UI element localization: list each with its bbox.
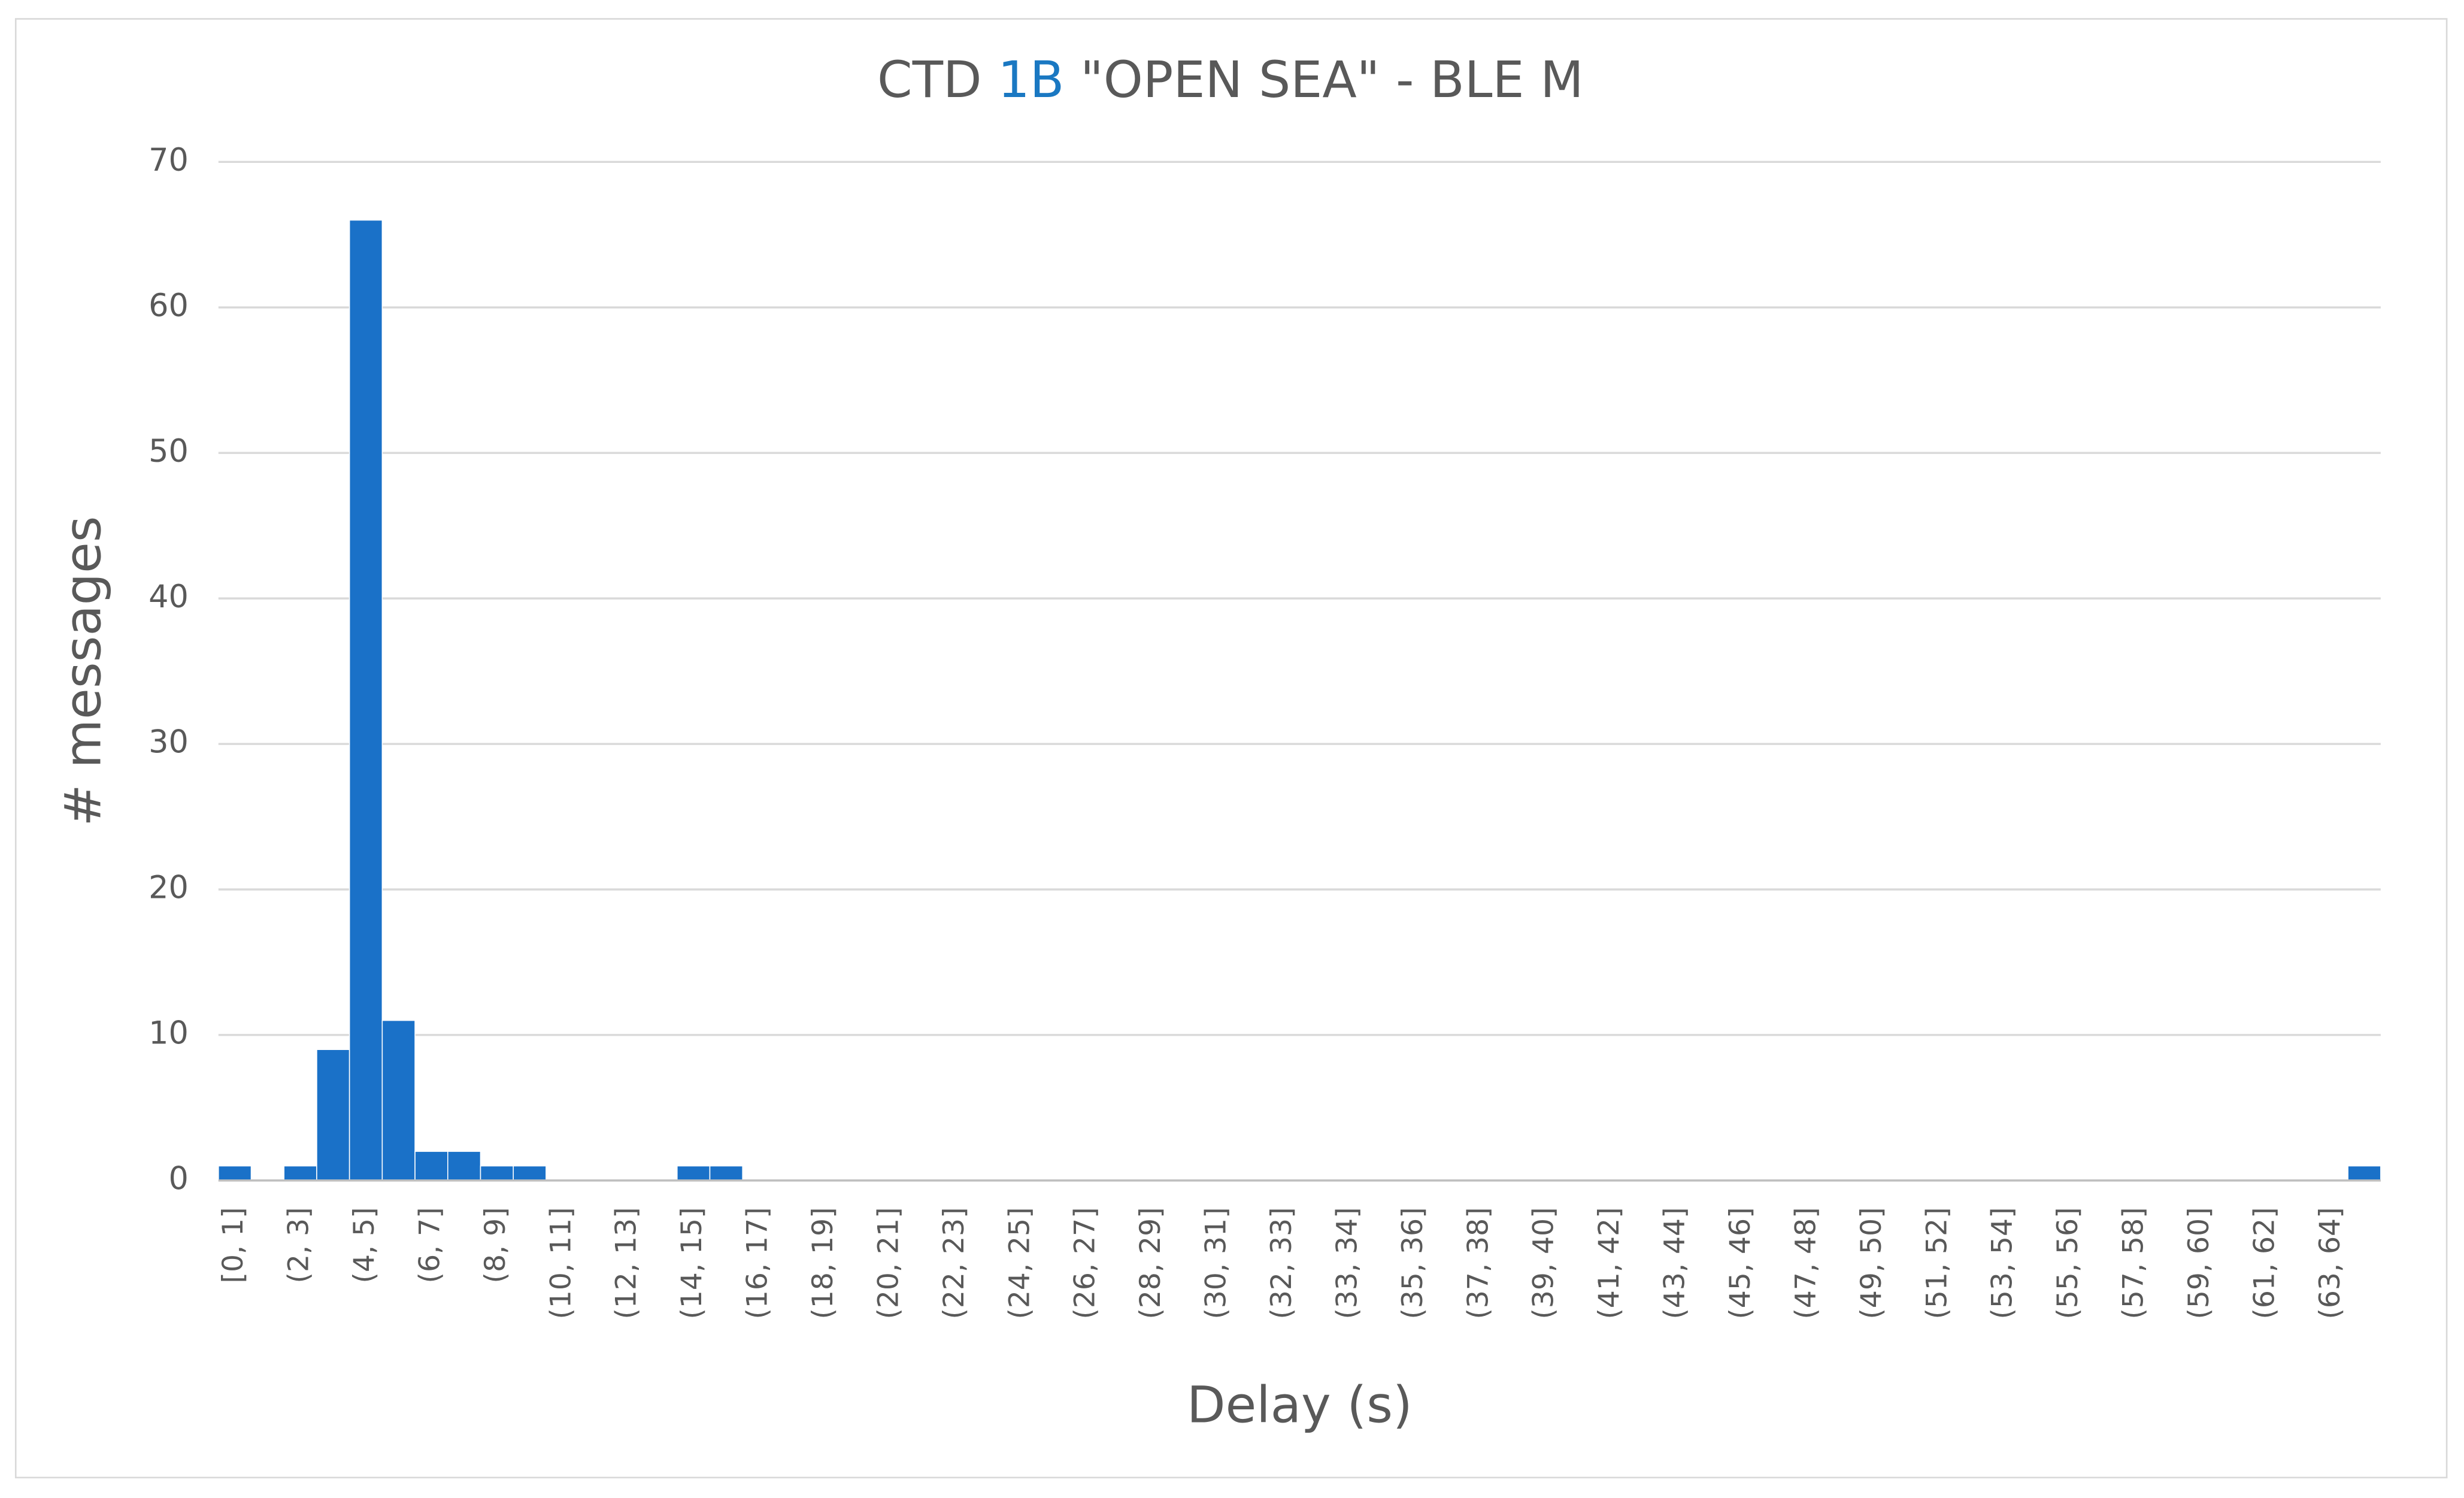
x-tick-label: (57, 58] (2117, 1207, 2150, 1319)
x-tick-label: (28, 29] (1134, 1207, 1167, 1319)
x-tick-label: (35, 36] (1396, 1207, 1429, 1319)
x-tick-label: (51, 52] (1920, 1207, 1953, 1319)
x-tick-label: (24, 25] (1003, 1207, 1036, 1319)
x-tick-label: (49, 50] (1855, 1207, 1888, 1319)
x-tick-label: (2, 3] (283, 1207, 316, 1283)
y-tick-label: 50 (148, 433, 189, 470)
x-tick-label: (47, 48] (1789, 1207, 1822, 1319)
x-tick-label: (41, 42] (1593, 1207, 1626, 1319)
bar (447, 1151, 481, 1181)
x-tick-label: (20, 21] (872, 1207, 905, 1319)
chart-title: CTD 1B "OPEN SEA" - BLE M (877, 50, 1584, 109)
bar (283, 1165, 317, 1181)
title-highlight: 1B (998, 50, 1064, 109)
bar (381, 1019, 416, 1181)
x-tick-label: (33, 34] (1331, 1207, 1363, 1319)
x-tick-label: (10, 11] (544, 1207, 577, 1319)
y-tick-label: 20 (148, 870, 189, 906)
chart-frame (14, 18, 2448, 1479)
x-tick-label: (53, 54] (1986, 1207, 2019, 1319)
x-tick-label: (4, 5] (348, 1207, 381, 1283)
x-tick-label: (18, 19] (807, 1207, 839, 1319)
x-tick-label: (14, 15] (675, 1207, 708, 1319)
x-tick-label: (22, 23] (938, 1207, 971, 1319)
x-tick-label: (12, 13] (610, 1207, 643, 1319)
x-tick-label: (61, 62] (2248, 1207, 2281, 1319)
x-tick-label: (37, 38] (1462, 1207, 1495, 1319)
y-tick-label: 30 (148, 724, 189, 761)
x-tick-label: (43, 44] (1659, 1207, 1692, 1319)
y-tick-label: 70 (148, 142, 189, 178)
x-tick-label: (26, 27] (1069, 1207, 1102, 1319)
bar (348, 219, 383, 1181)
x-tick-label: (6, 7] (413, 1207, 446, 1283)
x-tick-label: (16, 17] (741, 1207, 774, 1319)
bar (414, 1151, 448, 1181)
x-tick-label: (39, 40] (1528, 1207, 1560, 1319)
x-tick-label: (45, 46] (1724, 1207, 1757, 1319)
bar (2347, 1165, 2381, 1181)
bar (513, 1165, 547, 1181)
bar (480, 1165, 514, 1181)
bar (218, 1165, 252, 1181)
x-tick-label: (30, 31] (1200, 1207, 1233, 1319)
x-axis-title: Delay (s) (1187, 1375, 1413, 1434)
y-tick-label: 60 (148, 288, 189, 324)
y-tick-label: 40 (148, 579, 189, 615)
x-tick-label: (32, 33] (1265, 1207, 1298, 1319)
title-part: "OPEN SEA" - BLE M (1080, 50, 1584, 109)
y-tick-label: 0 (169, 1161, 189, 1197)
title-part: CTD (877, 50, 982, 109)
y-tick-label: 10 (148, 1015, 189, 1052)
x-tick-label: (55, 56] (2051, 1207, 2084, 1319)
x-tick-label: [0, 1] (217, 1207, 250, 1283)
x-tick-label: (59, 60] (2183, 1207, 2216, 1319)
x-tick-label: (63, 64] (2314, 1207, 2347, 1319)
bar (709, 1165, 744, 1181)
x-tick-label: (8, 9] (479, 1207, 512, 1283)
y-axis-title: # messages (53, 516, 112, 827)
bar (316, 1049, 350, 1181)
bar (677, 1165, 711, 1181)
